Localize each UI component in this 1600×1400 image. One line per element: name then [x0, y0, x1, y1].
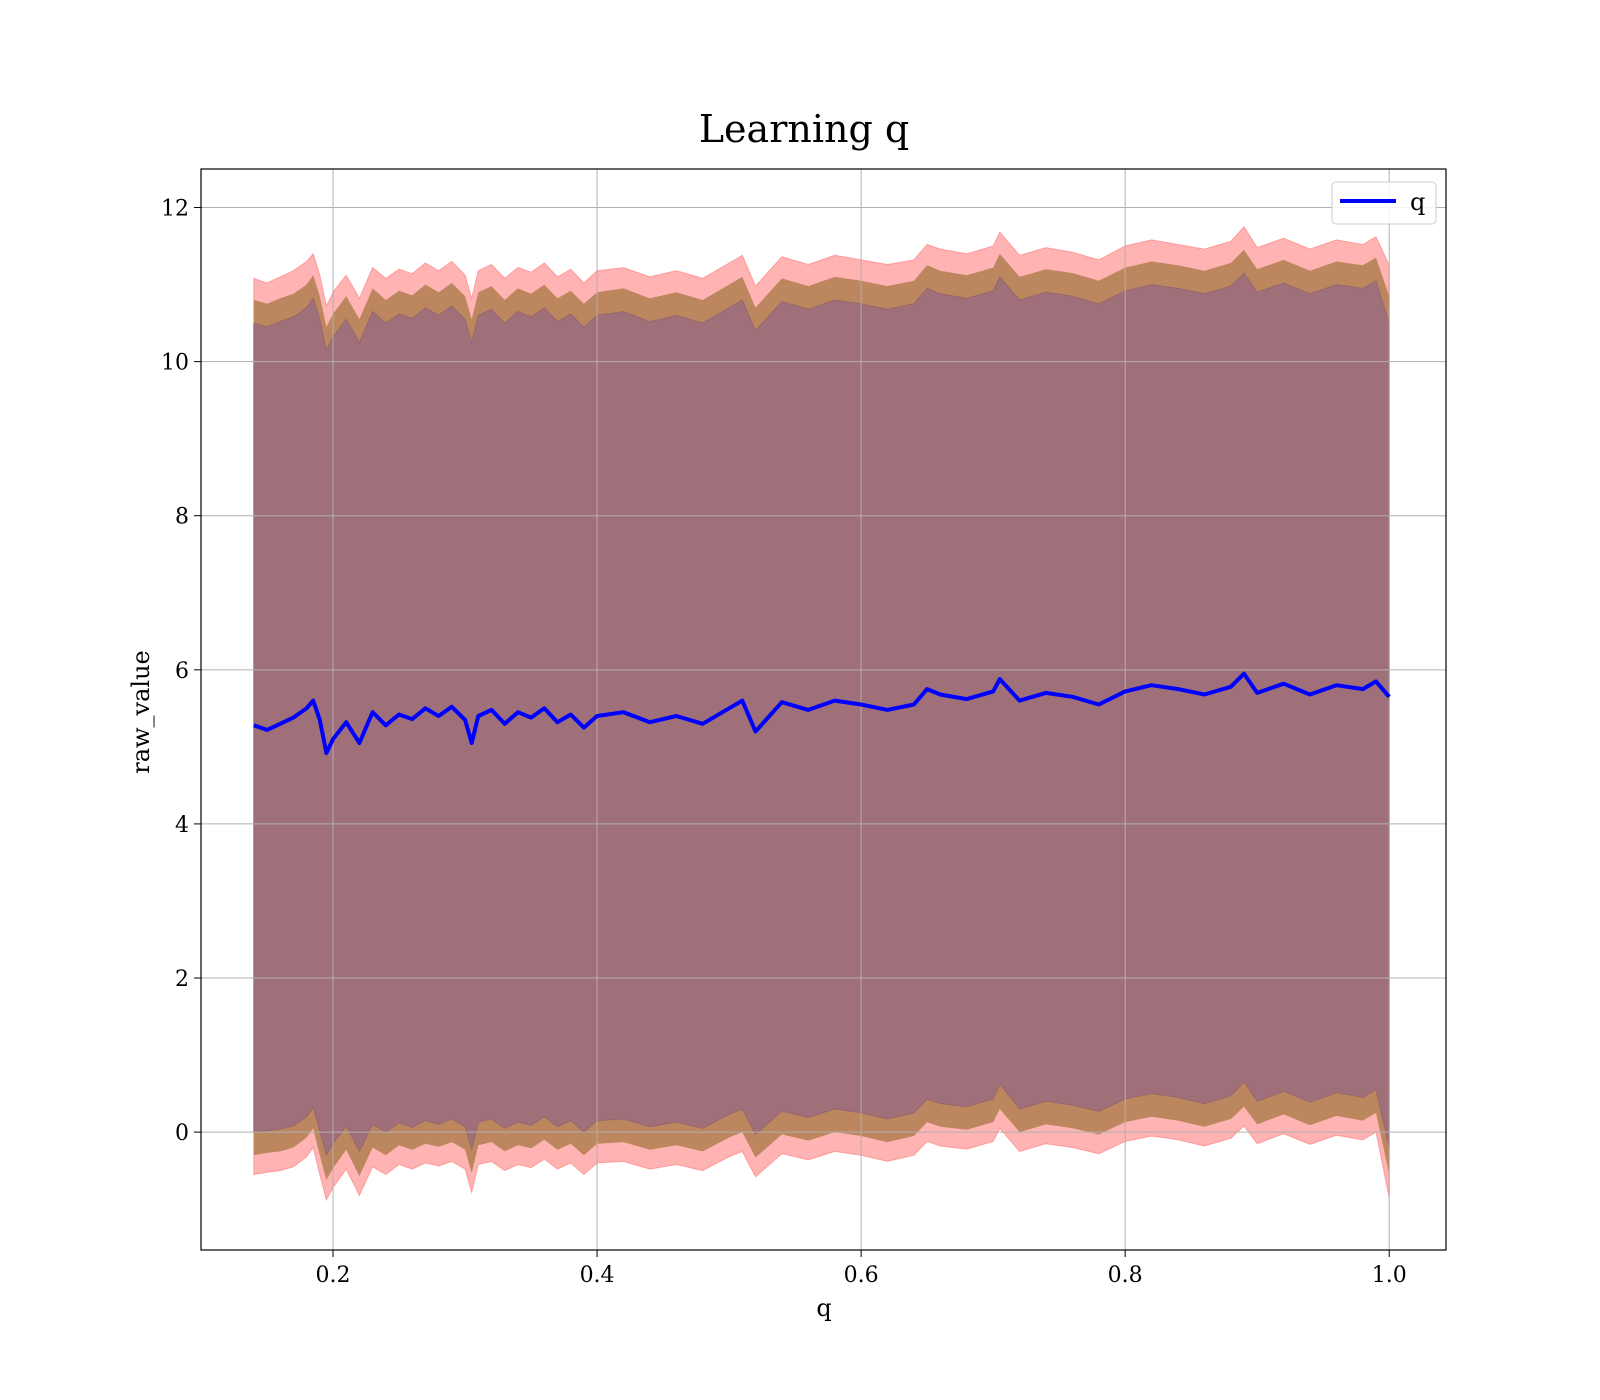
x-tick-label: 0.4 [580, 1263, 615, 1288]
y-tick-label: 8 [175, 505, 189, 530]
core-band-area [253, 272, 1390, 1157]
y-axis-label: raw_value [127, 650, 155, 774]
plot-frame [200, 168, 1447, 1251]
y-axis-ticks: 0 2 4 6 8 10 12 [161, 197, 201, 1146]
x-tick-label: 0.2 [316, 1263, 351, 1288]
x-axis-label: q [816, 1294, 831, 1322]
legend-label-q: q [1410, 188, 1425, 216]
grid-lines [201, 169, 1446, 1250]
x-tick-label: 1.0 [1372, 1263, 1407, 1288]
chart-title: Learning q [699, 107, 909, 151]
x-tick-label: 0.8 [1108, 1263, 1143, 1288]
confidence-bands [253, 225, 1390, 1202]
x-tick-label: 0.6 [844, 1263, 879, 1288]
x-axis-ticks: 0.2 0.4 0.6 0.8 1.0 [316, 1250, 1407, 1288]
y-tick-label: 4 [175, 813, 189, 838]
series-line-q [253, 671, 1391, 755]
series-lines [253, 671, 1391, 755]
y-tick-label: 10 [161, 351, 189, 376]
y-tick-label: 2 [175, 967, 189, 992]
y-tick-label: 0 [175, 1121, 189, 1146]
legend: q [1331, 181, 1437, 225]
y-tick-label: 6 [175, 659, 189, 684]
y-tick-label: 12 [161, 197, 189, 222]
